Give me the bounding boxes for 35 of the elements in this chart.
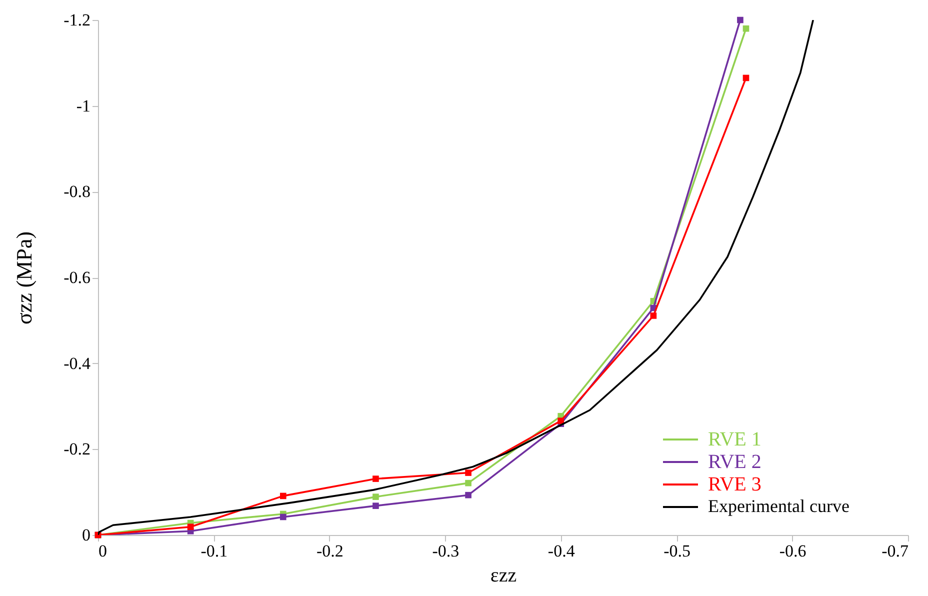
x-tick-label: 0 (98, 542, 107, 560)
point (465, 470, 472, 476)
legend-label: RVE 3 (708, 474, 762, 496)
point (372, 502, 379, 509)
x-tick-label: -0.6 (779, 542, 806, 560)
point (742, 74, 750, 82)
point (372, 494, 379, 500)
y-axis-title: σzz (MPa) (12, 231, 36, 325)
point (465, 480, 472, 486)
point (372, 476, 379, 482)
y-tick-label: -0.2 (64, 440, 90, 459)
legend-label: RVE 2 (708, 451, 762, 473)
y-tick-label: -0.4 (64, 354, 91, 373)
point (465, 492, 472, 498)
x-tick-label: -0.2 (316, 542, 344, 560)
legend-label: RVE 1 (708, 428, 762, 450)
point (737, 16, 744, 24)
x-axis-title: εzz (490, 564, 517, 586)
legend-label: Experimental curve (708, 496, 850, 516)
y-tick-label: -0.6 (64, 268, 90, 287)
x-tick-label: -0.1 (200, 542, 228, 560)
point (558, 418, 564, 424)
x-tick-label: -0.5 (664, 542, 691, 560)
y-tick-label: 0 (82, 526, 90, 544)
x-tick-label: -0.7 (882, 542, 909, 560)
point (280, 492, 286, 500)
point (280, 514, 286, 520)
y-tick-label: -1 (76, 96, 90, 116)
point (742, 25, 750, 32)
point (187, 524, 194, 530)
y-tick-label: -0.8 (64, 182, 90, 202)
y-tick-label: -1.2 (64, 10, 90, 30)
point (650, 312, 657, 319)
x-tick-label: -0.4 (548, 542, 576, 560)
x-tick-label: -0.3 (432, 542, 460, 560)
